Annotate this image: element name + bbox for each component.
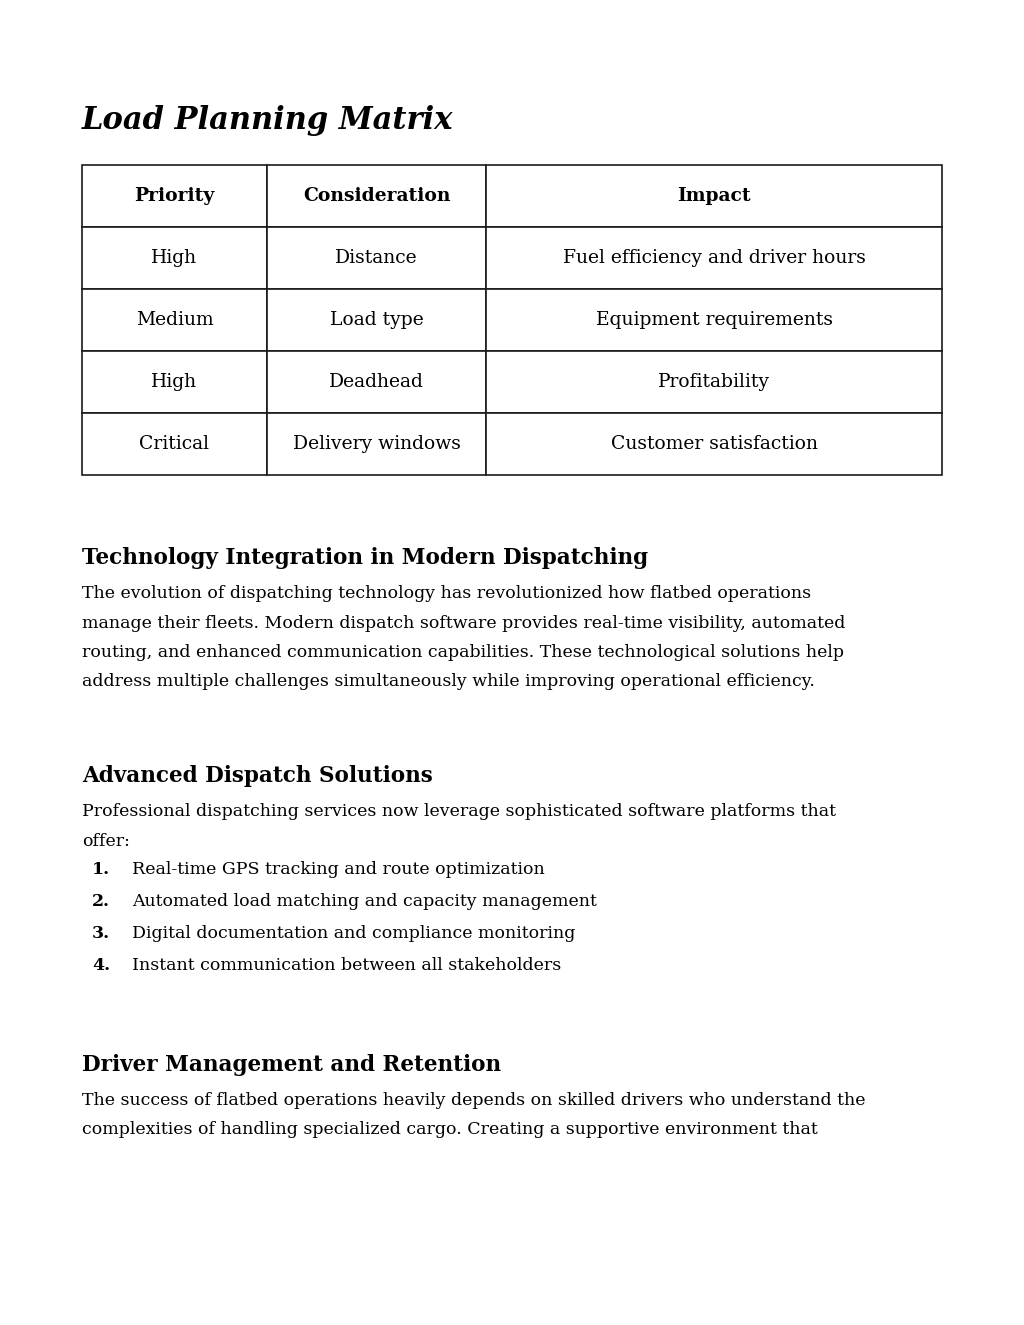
Text: offer:: offer: <box>82 832 130 849</box>
Text: Driver Management and Retention: Driver Management and Retention <box>82 1053 501 1076</box>
Bar <box>82 413 267 474</box>
Text: 1.: 1. <box>92 860 110 877</box>
Text: Advanced Dispatch Solutions: Advanced Dispatch Solutions <box>82 765 433 787</box>
Text: Fuel efficiency and driver hours: Fuel efficiency and driver hours <box>562 249 865 268</box>
Text: 3.: 3. <box>92 925 110 942</box>
Text: Real-time GPS tracking and route optimization: Real-time GPS tracking and route optimiz… <box>132 860 545 877</box>
Text: 4.: 4. <box>92 957 110 974</box>
Bar <box>486 289 942 351</box>
Text: The success of flatbed operations heavily depends on skilled drivers who underst: The success of flatbed operations heavil… <box>82 1092 865 1109</box>
Bar <box>486 413 942 474</box>
Text: Distance: Distance <box>335 249 418 268</box>
Text: Equipment requirements: Equipment requirements <box>596 311 833 329</box>
Text: Load type: Load type <box>330 311 424 329</box>
Bar <box>267 413 486 474</box>
Bar <box>82 289 267 351</box>
Text: routing, and enhanced communication capabilities. These technological solutions : routing, and enhanced communication capa… <box>82 644 844 661</box>
Text: Profitability: Profitability <box>658 374 770 391</box>
Text: Technology Integration in Modern Dispatching: Technology Integration in Modern Dispatc… <box>82 547 648 568</box>
Text: 2.: 2. <box>92 893 110 909</box>
Text: Medium: Medium <box>135 311 213 329</box>
Text: Delivery windows: Delivery windows <box>293 435 461 453</box>
Text: Deadhead: Deadhead <box>329 374 424 391</box>
Bar <box>82 166 267 227</box>
Text: Critical: Critical <box>139 435 210 453</box>
Text: Load Planning Matrix: Load Planning Matrix <box>82 105 454 136</box>
Bar <box>267 289 486 351</box>
Text: Automated load matching and capacity management: Automated load matching and capacity man… <box>132 893 597 909</box>
Text: Instant communication between all stakeholders: Instant communication between all stakeh… <box>132 957 561 974</box>
Text: High: High <box>152 374 198 391</box>
Text: The evolution of dispatching technology has revolutionized how flatbed operation: The evolution of dispatching technology … <box>82 586 811 602</box>
Bar <box>486 351 942 413</box>
Text: manage their fleets. Modern dispatch software provides real-time visibility, aut: manage their fleets. Modern dispatch sof… <box>82 615 846 632</box>
Text: Impact: Impact <box>677 187 751 205</box>
Bar <box>486 227 942 289</box>
Text: Customer satisfaction: Customer satisfaction <box>610 435 817 453</box>
Bar <box>267 351 486 413</box>
Bar <box>82 351 267 413</box>
Text: address multiple challenges simultaneously while improving operational efficienc: address multiple challenges simultaneous… <box>82 673 815 690</box>
Text: Priority: Priority <box>134 187 215 205</box>
Bar <box>82 227 267 289</box>
Bar <box>486 166 942 227</box>
Bar <box>267 166 486 227</box>
Bar <box>267 227 486 289</box>
Text: Consideration: Consideration <box>303 187 451 205</box>
Text: complexities of handling specialized cargo. Creating a supportive environment th: complexities of handling specialized car… <box>82 1121 818 1138</box>
Text: Digital documentation and compliance monitoring: Digital documentation and compliance mon… <box>132 925 575 942</box>
Text: Professional dispatching services now leverage sophisticated software platforms : Professional dispatching services now le… <box>82 803 836 820</box>
Text: High: High <box>152 249 198 268</box>
